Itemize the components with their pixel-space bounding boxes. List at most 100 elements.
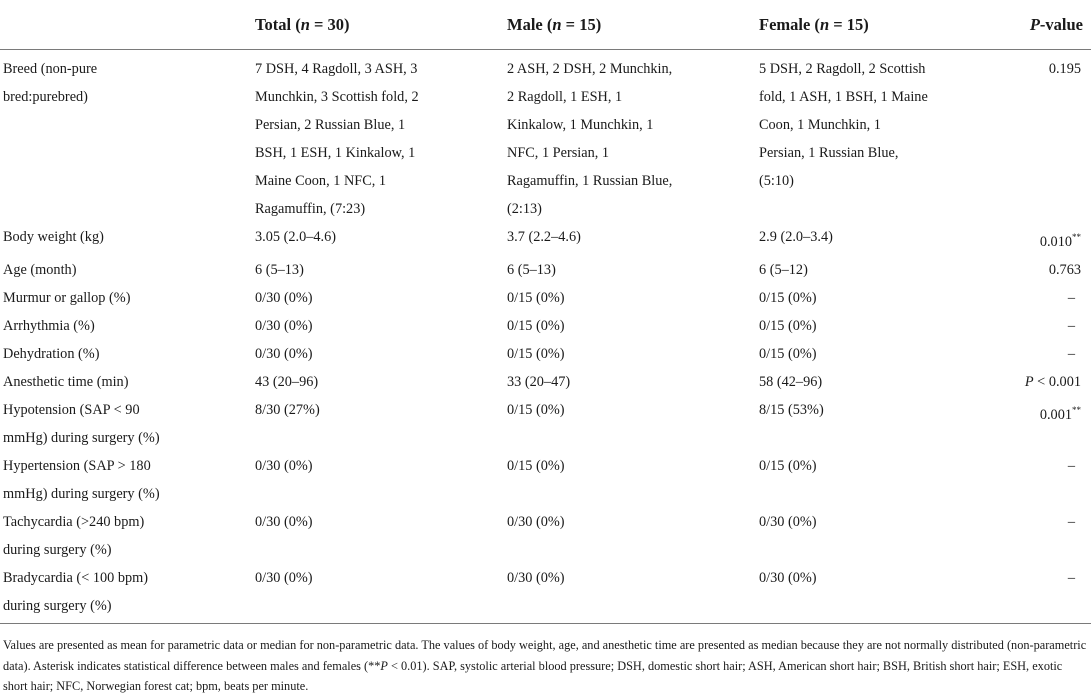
cell-line: 0/15 (0%) (759, 345, 817, 362)
cell-total: 0/30 (0%) (252, 508, 504, 564)
table-row: Murmur or gallop (%) 0/30 (0%) 0/15 (0%) 0/… (0, 284, 1091, 312)
cell-female: 0/15 (0%) (756, 284, 1002, 312)
cell-line: BSH, 1 ESH, 1 Kinkalow, 1 (255, 145, 416, 161)
cell-male: 0/15 (0%) (504, 452, 756, 508)
cell-line: 7 DSH, 4 Ragdoll, 3 ASH, 3 (255, 61, 418, 77)
cell-pvalue: 0.001** (1039, 404, 1081, 423)
table-row: Hypotension (SAP < 90 mmHg) during surger… (0, 396, 1091, 452)
cell-line: 3.05 (2.0–4.6) (255, 229, 337, 245)
cell-line: 0/30 (0%) (255, 345, 313, 362)
cell-line: NFC, 1 Persian, 1 (507, 145, 610, 161)
header-characteristic (0, 0, 252, 50)
cell-pvalue: – (1067, 457, 1075, 474)
table-row: Dehydration (%) 0/30 (0%) 0/15 (0%) 0/15 (0… (0, 340, 1091, 368)
cell-line: 8/30 (27%) (255, 401, 320, 418)
cell-line: Dehydration (%) (3, 345, 100, 362)
cell-male: 33 (20–47) (504, 368, 756, 396)
header-male: Male (n = 15) (504, 0, 756, 50)
header-pvalue: P-value (1002, 0, 1091, 50)
cell-female: 2.9 (2.0–3.4) (756, 223, 1002, 256)
header-total-text: Total (n = 30) (255, 14, 350, 34)
cell-line: Ragamuffin, (7:23) (255, 201, 366, 217)
cell-line: 0/15 (0%) (507, 457, 565, 474)
header-row: Total (n = 30) Male (n = 15) Female (n =… (0, 0, 1091, 50)
cell-line: 6 (5–12) (759, 261, 808, 278)
cell-total: 6 (5–13) (252, 256, 504, 284)
cell-female: 58 (42–96) (756, 368, 1002, 396)
cell-label: Hypertension (SAP > 180 mmHg) during surg… (0, 452, 252, 508)
cell-label: Body weight (kg) (0, 223, 252, 256)
cell-total: 0/30 (0%) (252, 284, 504, 312)
characteristics-table: Total (n = 30) Male (n = 15) Female (n =… (0, 0, 1091, 624)
cell-line: fold, 1 ASH, 1 BSH, 1 Maine (759, 89, 928, 105)
cell-line: 0/30 (0%) (255, 289, 313, 306)
cell-female: 0/15 (0%) (756, 452, 1002, 508)
table-body: Breed (non-pure bred:purebred) 7 DSH, 4 Ra… (0, 50, 1091, 624)
cell-line: 0/15 (0%) (507, 317, 565, 334)
cell-line: Munchkin, 3 Scottish fold, 2 (255, 89, 419, 105)
cell-line: Ragamuffin, 1 Russian Blue, (507, 173, 673, 189)
cell-line: 6 (5–13) (507, 261, 556, 278)
cell-line: Body weight (kg) (3, 229, 104, 245)
cell-female: 0/30 (0%) (756, 563, 1002, 624)
cell-line: 0/15 (0%) (759, 289, 817, 306)
table-row: Breed (non-pure bred:purebred) 7 DSH, 4 Ra… (0, 50, 1091, 224)
cell-label: Breed (non-pure bred:purebred) (0, 50, 252, 224)
cell-male: 0/15 (0%) (504, 284, 756, 312)
cell-line: 2 ASH, 2 DSH, 2 Munchkin, (507, 61, 673, 77)
cell-label: Age (month) (0, 256, 252, 284)
cell-male: 2 ASH, 2 DSH, 2 Munchkin, 2 Ragdoll, 1 ES… (504, 50, 756, 224)
cell-line: Persian, 1 Russian Blue, (759, 145, 899, 161)
cell-line: Anesthetic time (min) (3, 373, 129, 390)
cell-line: Bradycardia (< 100 bpm) (3, 569, 149, 586)
table-row: Body weight (kg) 3.05 (2.0–4.6) 3.7 (2.2–4… (0, 223, 1091, 256)
header-pvalue-text: P-value (1029, 14, 1083, 34)
cell-line: Hypertension (SAP > 180 (3, 457, 151, 474)
cell-female: 0/15 (0%) (756, 340, 1002, 368)
cell-male: 6 (5–13) (504, 256, 756, 284)
cell-line: 58 (42–96) (759, 373, 823, 390)
cell-line: 0/15 (0%) (759, 457, 817, 474)
cell-line: 0/30 (0%) (759, 513, 817, 530)
cell-line: 0/30 (0%) (255, 457, 313, 474)
cell-pvalue: – (1002, 563, 1091, 624)
cell-pvalue: 0.195 (1048, 61, 1081, 77)
cell-pvalue: P < 0.001 (1024, 373, 1081, 390)
cell-line: Age (month) (3, 261, 77, 278)
cell-line: 0/30 (0%) (255, 317, 313, 334)
cell-line: (2:13) (507, 201, 542, 217)
table-footnote: Values are presented as mean for paramet… (3, 638, 1087, 693)
cell-line: (5:10) (759, 173, 794, 189)
table-row: Anesthetic time (min) 43 (20–96) 33 (20–47… (0, 368, 1091, 396)
cell-line: Hypotension (SAP < 90 (3, 401, 140, 418)
cell-label: Hypotension (SAP < 90 mmHg) during surger… (0, 396, 252, 452)
cell-line: 0/15 (0%) (507, 345, 565, 362)
cell-line: 0/30 (0%) (759, 569, 817, 586)
cell-total: 0/30 (0%) (252, 340, 504, 368)
cell-male: 0/30 (0%) (504, 508, 756, 564)
table-row: Hypertension (SAP > 180 mmHg) during surg… (0, 452, 1091, 508)
cell-label: Anesthetic time (min) (0, 368, 252, 396)
cell-label: Tachycardia (>240 bpm) during surgery (%) (0, 508, 252, 564)
cell-line: Persian, 2 Russian Blue, 1 (255, 117, 406, 133)
table-row: Arrhythmia (%) 0/30 (0%) 0/15 (0%) 0/15 (0%… (0, 312, 1091, 340)
cell-female: 0/30 (0%) (756, 508, 1002, 564)
cell-line: Maine Coon, 1 NFC, 1 (255, 173, 387, 189)
cell-line: 8/15 (53%) (759, 401, 824, 418)
cell-line: 33 (20–47) (507, 373, 571, 390)
cell-line: 0/15 (0%) (759, 317, 817, 334)
cell-total: 43 (20–96) (252, 368, 504, 396)
cell-total: 7 DSH, 4 Ragdoll, 3 ASH, 3 Munchkin, 3 Sc… (252, 50, 504, 224)
cell-female: 6 (5–12) (756, 256, 1002, 284)
cell-line: 2.9 (2.0–3.4) (759, 229, 833, 245)
cell-line: 0/30 (0%) (255, 569, 313, 586)
cell-female: 8/15 (53%) (756, 396, 1002, 452)
header-female-text: Female (n = 15) (759, 14, 869, 34)
cell-line: 0/15 (0%) (507, 289, 565, 306)
cell-line: 6 (5–13) (255, 261, 304, 278)
cell-line: 43 (20–96) (255, 373, 319, 390)
cell-male: 0/15 (0%) (504, 396, 756, 452)
cell-pvalue: – (1067, 345, 1075, 362)
cell-line: 0/30 (0%) (507, 569, 565, 586)
